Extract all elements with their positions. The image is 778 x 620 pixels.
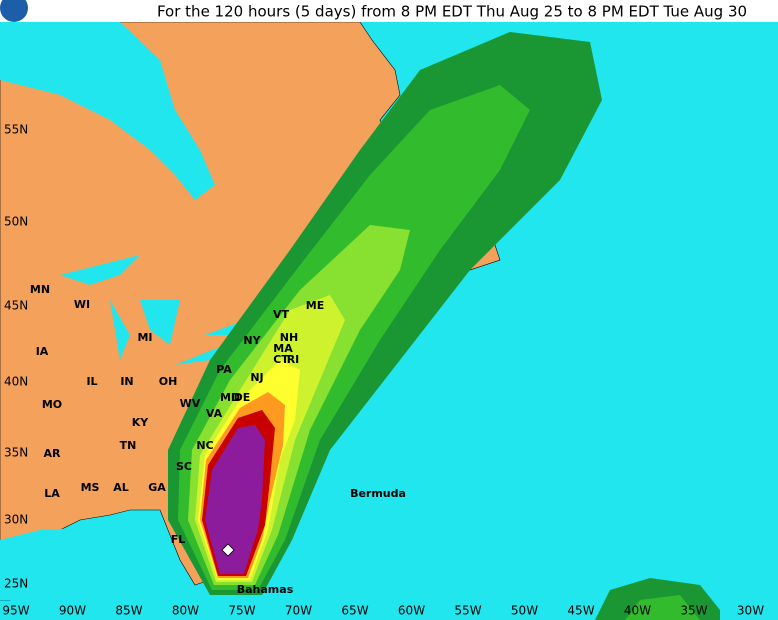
- place-label: NY: [243, 334, 261, 347]
- lon-label: 35W: [680, 604, 707, 618]
- lon-label: 95W: [2, 604, 29, 618]
- place-label: FL: [171, 533, 186, 546]
- place-label: WI: [74, 298, 90, 311]
- lat-label: 35N: [4, 446, 28, 460]
- place-label: MS: [81, 481, 100, 494]
- lat-label: 30N: [4, 513, 28, 527]
- noaa-logo: [0, 0, 28, 22]
- lat-label: 50N: [4, 215, 28, 229]
- gulf-of-mexico: [0, 520, 180, 600]
- place-label: LA: [44, 487, 60, 500]
- lon-label: 65W: [341, 604, 368, 618]
- place-label: SC: [176, 460, 192, 473]
- place-label: IL: [86, 375, 97, 388]
- place-label: ME: [306, 299, 324, 312]
- place-label: KY: [132, 416, 150, 429]
- place-label: IN: [120, 375, 133, 388]
- place-label: MA: [273, 342, 293, 355]
- place-label: PA: [216, 363, 232, 376]
- lon-label: 50W: [511, 604, 538, 618]
- lon-label: 70W: [285, 604, 312, 618]
- lat-label: 45N: [4, 299, 28, 313]
- place-label: NC: [196, 439, 213, 452]
- lat-label: 55N: [4, 123, 28, 137]
- great-lakes: [60, 255, 240, 365]
- lon-label: 40W: [624, 604, 651, 618]
- place-label: NH: [280, 331, 298, 344]
- lon-label: 45W: [567, 604, 594, 618]
- hudson-bay: [0, 22, 215, 200]
- place-label: WV: [180, 397, 201, 410]
- place-label: Bahamas: [237, 583, 294, 596]
- lon-label: 30W: [737, 604, 764, 618]
- lon-label: 85W: [115, 604, 142, 618]
- place-label: Bermuda: [350, 487, 406, 500]
- lat-label: 40N: [4, 375, 28, 389]
- lon-label: 55W: [454, 604, 481, 618]
- place-label: NJ: [250, 371, 263, 384]
- place-label: MN: [30, 283, 50, 296]
- place-label: OH: [159, 375, 178, 388]
- place-label: DE: [234, 391, 251, 404]
- place-label: RI: [287, 353, 300, 366]
- place-label: VA: [206, 407, 223, 420]
- place-label: MI: [137, 331, 152, 344]
- place-label: GA: [148, 481, 166, 494]
- swath-southeast-inner: [625, 595, 700, 620]
- lon-label: 90W: [59, 604, 86, 618]
- lat-label: 25N: [4, 577, 28, 591]
- place-label: CT: [273, 353, 289, 366]
- title: For the 120 hours (5 days) from 8 PM EDT…: [157, 3, 747, 21]
- place-label: IA: [36, 345, 49, 358]
- place-label: MD: [220, 391, 240, 404]
- swath-90: [205, 425, 265, 574]
- storm-center: [221, 543, 235, 557]
- place-label: TN: [120, 439, 137, 452]
- place-label: VT: [273, 308, 290, 321]
- lon-label: 80W: [172, 604, 199, 618]
- lon-label: 75W: [228, 604, 255, 618]
- header: [0, 0, 778, 22]
- place-label: AR: [44, 447, 62, 460]
- place-label: AL: [113, 481, 129, 494]
- place-label: MO: [42, 398, 62, 411]
- lon-label: 60W: [398, 604, 425, 618]
